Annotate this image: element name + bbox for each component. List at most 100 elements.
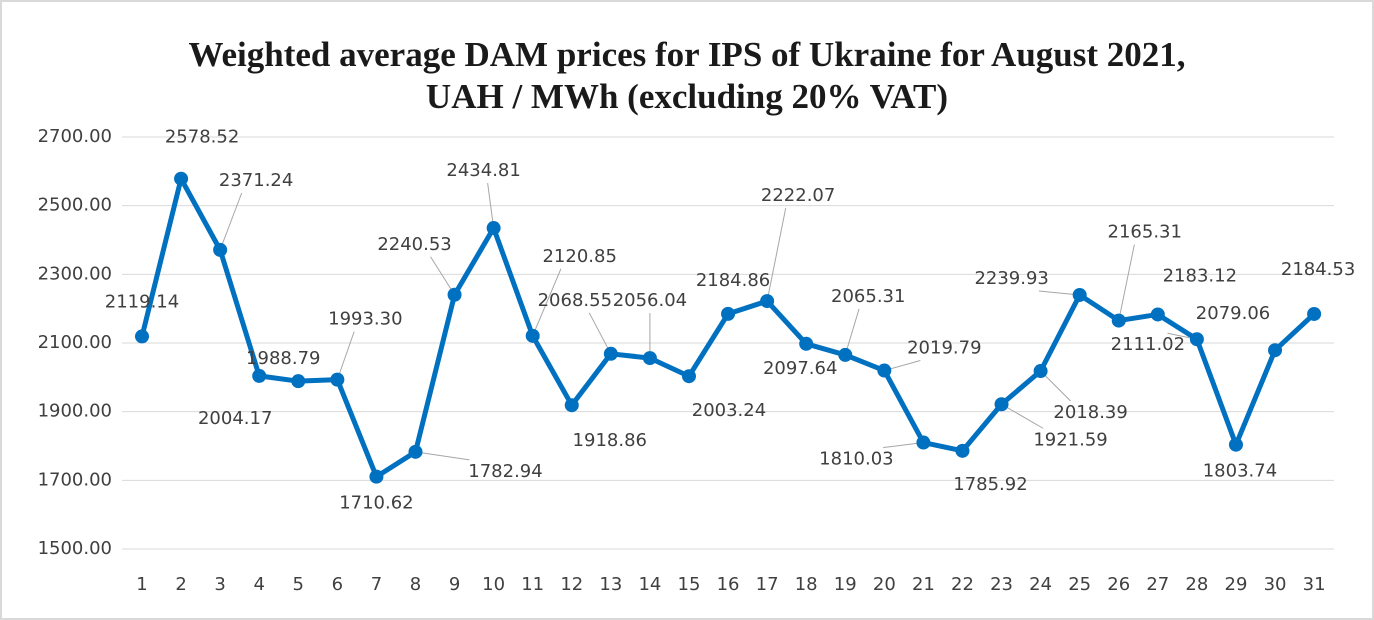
- y-tick-label: 2700.00: [38, 126, 112, 147]
- x-tick-label: 21: [912, 574, 935, 595]
- leader-line: [1040, 370, 1071, 402]
- x-tick-label: 3: [214, 574, 225, 595]
- marker: [681, 369, 696, 384]
- data-label: 1993.30: [328, 309, 402, 330]
- marker: [1307, 306, 1322, 321]
- marker: [642, 351, 657, 366]
- marker: [721, 306, 736, 321]
- x-tick-label: 28: [1185, 574, 1208, 595]
- x-tick-label: 24: [1029, 574, 1052, 595]
- x-tick-label: 2: [175, 574, 186, 595]
- leader-line: [844, 308, 860, 356]
- data-label: 2004.17: [198, 408, 272, 429]
- data-label: 2184.53: [1281, 259, 1355, 280]
- data-label: 2165.31: [1108, 222, 1182, 243]
- data-label: 2578.52: [165, 127, 239, 148]
- data-label: 2239.93: [974, 268, 1048, 289]
- marker: [603, 346, 618, 361]
- data-label: 1803.74: [1203, 461, 1277, 482]
- marker: [994, 397, 1009, 412]
- marker: [252, 368, 267, 383]
- data-label: 2183.12: [1163, 265, 1237, 286]
- x-tick-label: 30: [1264, 574, 1287, 595]
- x-tick-label: 4: [253, 574, 264, 595]
- data-label: 1988.79: [246, 348, 320, 369]
- x-tick-label: 8: [410, 574, 421, 595]
- leader-line: [1118, 244, 1135, 321]
- marker: [1111, 313, 1126, 328]
- x-tick-label: 22: [951, 574, 974, 595]
- data-label: 2434.81: [446, 160, 520, 181]
- data-label: 2065.31: [831, 286, 905, 307]
- x-tick-label: 15: [678, 574, 701, 595]
- x-tick-label: 20: [873, 574, 896, 595]
- data-label: 1710.62: [339, 493, 413, 514]
- data-label: 2111.02: [1111, 334, 1185, 355]
- y-tick-label: 2500.00: [38, 195, 112, 216]
- leader-line: [1001, 403, 1044, 429]
- leader-line: [219, 192, 243, 251]
- x-tick-label: 29: [1225, 574, 1248, 595]
- x-tick-label: 12: [560, 574, 583, 595]
- x-tick-label: 26: [1107, 574, 1130, 595]
- y-tick-label: 1700.00: [38, 469, 112, 490]
- leader-line: [766, 207, 787, 302]
- x-tick-label: 14: [638, 574, 661, 595]
- marker: [369, 469, 384, 484]
- leader-line: [415, 451, 470, 461]
- data-label: 2079.06: [1196, 303, 1270, 324]
- data-label: 2119.14: [105, 291, 179, 312]
- x-tick-label: 23: [990, 574, 1013, 595]
- marker: [1033, 364, 1048, 379]
- data-label: 2240.53: [377, 234, 451, 255]
- data-label: 1810.03: [819, 449, 893, 470]
- data-label: 2068.55: [538, 290, 612, 311]
- marker: [135, 329, 149, 344]
- marker: [447, 287, 462, 302]
- data-label: 2184.86: [696, 270, 770, 291]
- chart-title: UAH / MWh (excluding 20% VAT): [426, 77, 948, 116]
- marker: [174, 171, 189, 186]
- leader-line: [336, 331, 355, 380]
- x-tick-label: 11: [521, 574, 544, 595]
- x-tick-label: 7: [371, 574, 382, 595]
- x-tick-label: 19: [834, 574, 857, 595]
- marker: [486, 221, 501, 236]
- data-label: 2003.24: [692, 400, 766, 421]
- x-tick-label: 13: [599, 574, 622, 595]
- marker: [838, 347, 853, 362]
- data-label: 1782.94: [468, 461, 542, 482]
- chart-title: Weighted average DAM prices for IPS of U…: [188, 35, 1185, 74]
- data-label: 2222.07: [761, 185, 835, 206]
- leader-line: [430, 256, 455, 296]
- marker: [525, 328, 540, 343]
- data-label: 2120.85: [542, 246, 616, 267]
- marker: [564, 398, 579, 413]
- marker: [291, 374, 306, 389]
- data-label: 2018.39: [1053, 402, 1127, 423]
- x-tick-label: 6: [332, 574, 343, 595]
- marker: [408, 444, 423, 459]
- marker: [1072, 287, 1087, 302]
- marker: [877, 363, 892, 378]
- x-tick-label: 9: [449, 574, 460, 595]
- data-label: 2371.24: [219, 170, 293, 191]
- x-tick-label: 17: [756, 574, 779, 595]
- x-tick-label: 25: [1068, 574, 1091, 595]
- marker: [799, 336, 814, 351]
- x-tick-label: 1: [136, 574, 147, 595]
- y-tick-label: 1500.00: [38, 538, 112, 559]
- marker: [330, 372, 345, 387]
- marker: [1189, 332, 1204, 347]
- x-tick-label: 16: [717, 574, 740, 595]
- leader-line: [532, 268, 562, 337]
- y-tick-label: 2100.00: [38, 332, 112, 353]
- data-label: 1785.92: [953, 474, 1027, 495]
- data-label: 2097.64: [763, 358, 837, 379]
- data-label: 2056.04: [613, 290, 687, 311]
- marker: [1268, 343, 1283, 358]
- data-label: 1918.86: [573, 430, 647, 451]
- x-tick-label: 5: [293, 574, 304, 595]
